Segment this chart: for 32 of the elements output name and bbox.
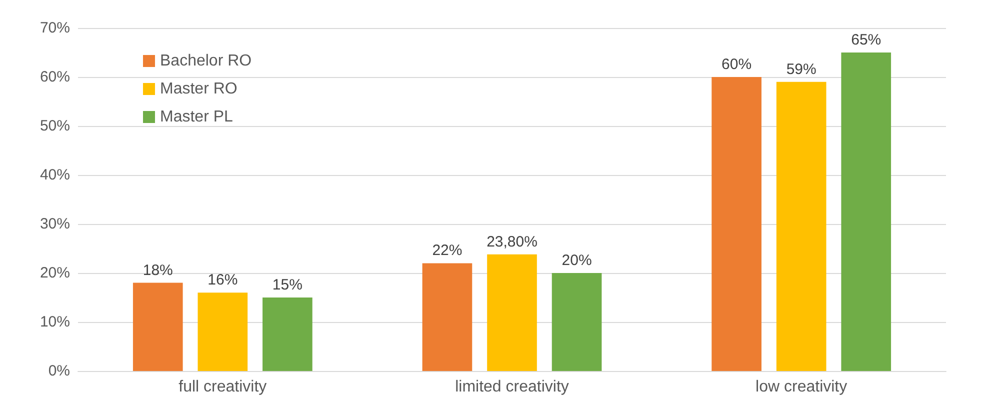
data-label: 22% bbox=[432, 242, 462, 260]
x-tick-label: low creativity bbox=[756, 378, 848, 396]
data-label: 60% bbox=[722, 56, 752, 73]
bar bbox=[262, 298, 312, 371]
legend-label: Master PL bbox=[160, 108, 234, 126]
bar bbox=[776, 82, 826, 371]
data-label: 16% bbox=[208, 272, 238, 289]
legend-label: Master RO bbox=[160, 80, 238, 98]
y-tick-label: 10% bbox=[40, 314, 70, 330]
data-label: 65% bbox=[851, 32, 882, 48]
bar bbox=[487, 254, 537, 371]
y-tick-label: 40% bbox=[40, 166, 70, 184]
bar bbox=[841, 52, 892, 371]
bar bbox=[132, 282, 183, 371]
x-tick-label: limited creativity bbox=[455, 378, 569, 396]
y-tick-label: 50% bbox=[40, 118, 70, 134]
data-label: 15% bbox=[272, 276, 302, 294]
bar bbox=[198, 292, 248, 371]
bar bbox=[712, 77, 762, 371]
data-label: 18% bbox=[142, 262, 173, 279]
y-tick-label: 60% bbox=[40, 68, 70, 86]
x-tick-label: full creativity bbox=[178, 378, 267, 396]
bar bbox=[422, 263, 472, 371]
y-tick-label: 70% bbox=[40, 20, 70, 36]
data-label: 23,80% bbox=[486, 233, 538, 250]
y-tick-label: 0% bbox=[48, 362, 70, 380]
legend-label: Bachelor RO bbox=[160, 52, 252, 70]
y-tick-label: 30% bbox=[40, 216, 70, 232]
y-tick-label: 20% bbox=[40, 264, 70, 282]
data-label: 59% bbox=[786, 60, 816, 78]
data-label: 20% bbox=[562, 252, 592, 269]
bar bbox=[552, 273, 602, 371]
